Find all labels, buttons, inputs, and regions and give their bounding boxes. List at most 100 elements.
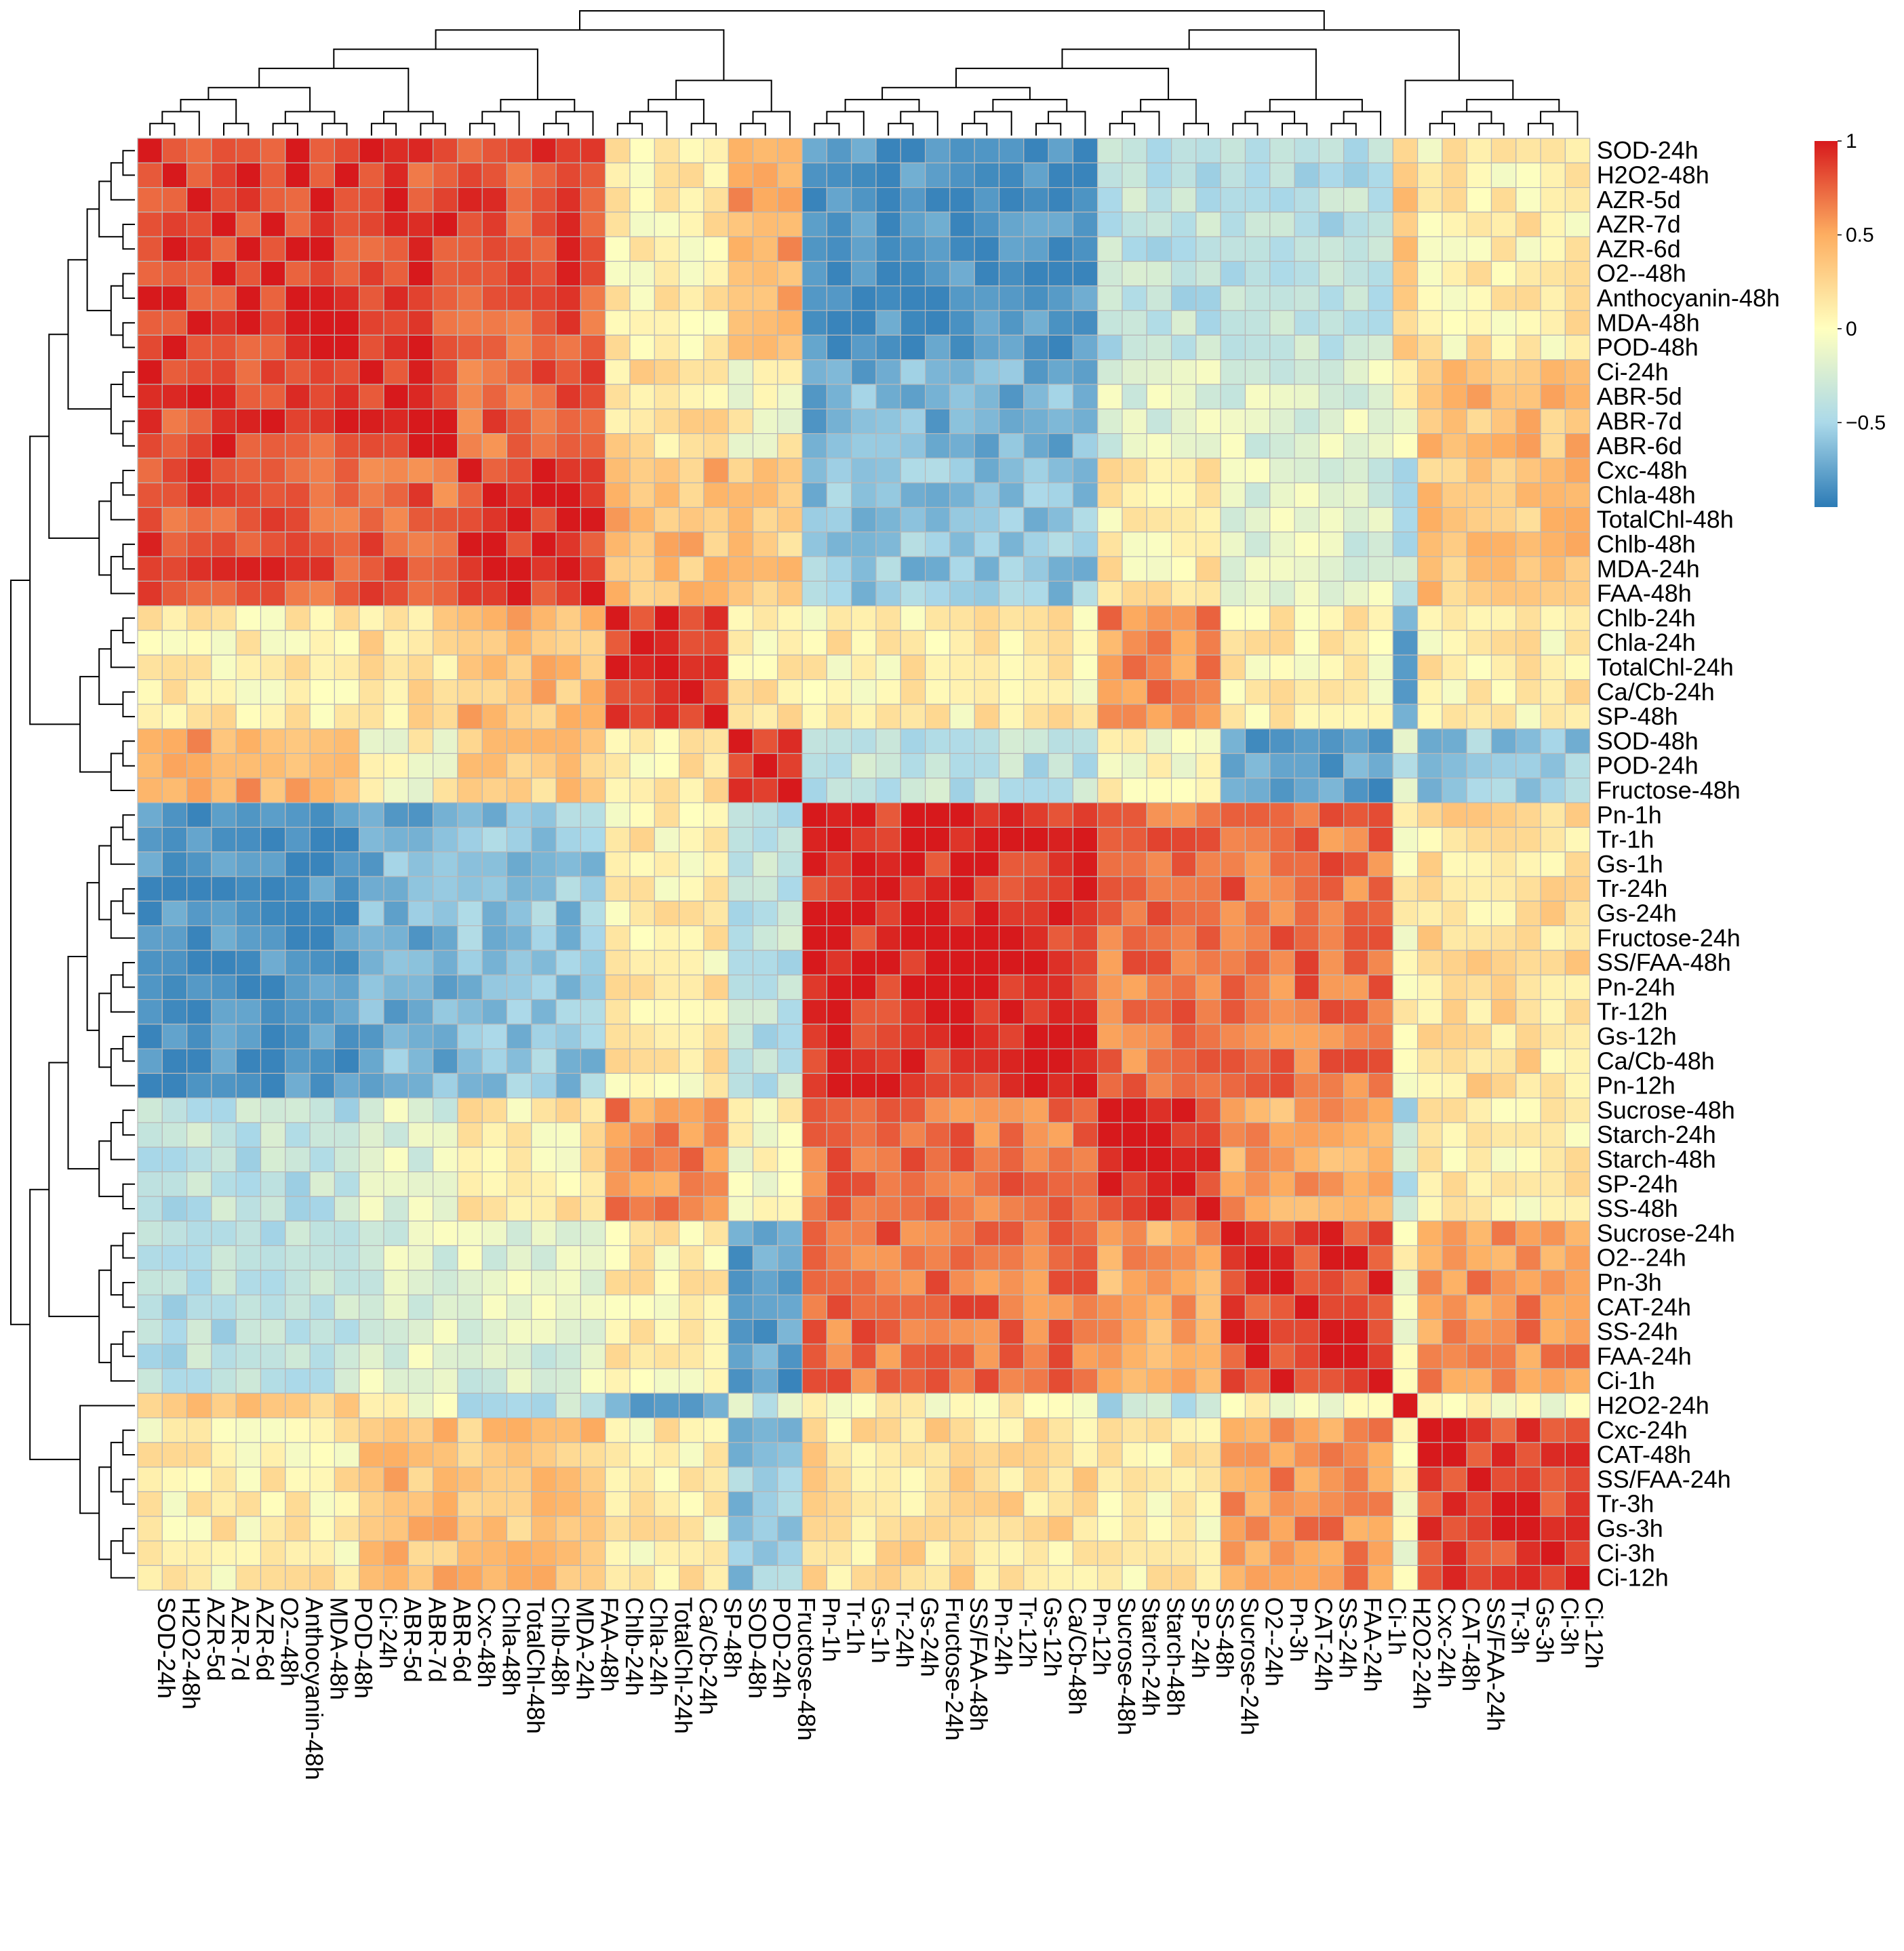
heatmap-cell [654, 260, 680, 287]
heatmap-cell [752, 802, 778, 828]
heatmap-cell [777, 1048, 803, 1074]
heatmap-cell [383, 187, 409, 213]
heatmap-cell [531, 482, 557, 508]
heatmap-cell [1343, 1048, 1369, 1074]
heatmap-cell [408, 1417, 434, 1443]
heatmap-cell [359, 876, 384, 902]
heatmap-cell [1097, 1417, 1123, 1443]
heatmap-cell [949, 359, 975, 385]
heatmap-cell [580, 826, 606, 853]
heatmap-cell [703, 138, 729, 163]
row-label: Ci-3h [1597, 1539, 1655, 1567]
heatmap-cell [875, 802, 901, 828]
heatmap-cell [235, 260, 262, 287]
heatmap-cell [260, 1196, 286, 1222]
heatmap-cell [1072, 679, 1098, 705]
heatmap-cell [1515, 531, 1541, 557]
heatmap-cell [432, 556, 458, 582]
heatmap-cell [186, 630, 212, 656]
heatmap-cell [285, 187, 311, 213]
column-label: Pn-3h [1285, 1597, 1313, 1662]
column-label: Chlb-48h [547, 1597, 574, 1696]
heatmap-cell [383, 1368, 409, 1394]
heatmap-cell [235, 1392, 262, 1419]
heatmap-cell [629, 1294, 655, 1320]
heatmap-cell [1417, 1392, 1443, 1419]
heatmap-cell [408, 630, 434, 656]
heatmap-cell [949, 1319, 975, 1345]
heatmap-cell [1170, 900, 1197, 927]
heatmap-cell [1540, 974, 1566, 1001]
heatmap-cell [629, 1122, 655, 1148]
heatmap-cell [777, 1368, 803, 1394]
heatmap-cell [1269, 334, 1295, 361]
heatmap-cell [1515, 950, 1541, 976]
heatmap-cell [260, 384, 286, 409]
heatmap-cell [900, 1466, 926, 1493]
heatmap-cell [678, 1344, 705, 1369]
heatmap-cell [1269, 950, 1295, 976]
row-label: AZR-6d [1597, 235, 1681, 262]
heatmap-cell [1442, 531, 1467, 557]
heatmap-cell [875, 458, 901, 483]
heatmap-cell [137, 1171, 163, 1197]
heatmap-cell [1466, 876, 1492, 902]
heatmap-cell [506, 925, 532, 951]
heatmap-cell [1023, 334, 1049, 361]
heatmap-cell [137, 531, 163, 557]
row-label: SS/FAA-24h [1597, 1465, 1731, 1493]
heatmap-cell [1540, 679, 1566, 705]
heatmap-cell [1343, 630, 1369, 656]
heatmap-cell [432, 974, 458, 1001]
heatmap-cell [1564, 408, 1591, 435]
heatmap-cell [1343, 900, 1369, 927]
heatmap-cell [875, 482, 901, 508]
heatmap-cell [359, 851, 384, 877]
heatmap-cell [703, 482, 729, 508]
heatmap-cell [334, 187, 360, 213]
heatmap-cell [1564, 1196, 1591, 1222]
heatmap-cell [506, 704, 532, 729]
heatmap-cell [728, 802, 754, 828]
heatmap-cell [1269, 433, 1295, 459]
heatmap-cell [137, 1220, 163, 1247]
heatmap-cell [654, 359, 680, 385]
heatmap-cell [1269, 1565, 1295, 1591]
heatmap-cell [900, 408, 926, 435]
heatmap-cell [1540, 1516, 1566, 1542]
heatmap-cell [506, 679, 532, 705]
heatmap-cell [137, 433, 163, 459]
heatmap-cell [1170, 1270, 1197, 1295]
heatmap-cell [801, 630, 827, 656]
heatmap-cell [1343, 851, 1369, 877]
heatmap-cell [1540, 1392, 1566, 1419]
heatmap-cell [826, 531, 852, 557]
heatmap-cell [1392, 285, 1419, 311]
heatmap-cell [974, 1098, 1000, 1123]
heatmap-cell [924, 851, 951, 877]
heatmap-cell [949, 1196, 975, 1222]
heatmap-cell [1490, 1171, 1517, 1197]
heatmap-cell [309, 1122, 336, 1148]
heatmap-cell [678, 506, 705, 533]
heatmap-cell [432, 1491, 458, 1517]
heatmap-cell [1343, 1171, 1369, 1197]
row-dendrogram [10, 150, 135, 1579]
heatmap-cell [408, 384, 434, 409]
heatmap-cell [605, 1122, 631, 1148]
heatmap-cell [137, 876, 163, 902]
heatmap-cell [1368, 1319, 1393, 1345]
heatmap-cell [629, 925, 655, 951]
heatmap-cell [703, 334, 729, 361]
heatmap-cell [1318, 1565, 1345, 1591]
heatmap-cell [235, 630, 262, 656]
heatmap-cell [1442, 876, 1467, 902]
heatmap-cell [334, 1146, 360, 1173]
heatmap-cell [481, 310, 508, 336]
heatmap-cell [309, 679, 336, 705]
heatmap-cell [1515, 654, 1541, 681]
heatmap-cell [703, 433, 729, 459]
heatmap-cell [678, 950, 705, 976]
heatmap-cell [1244, 728, 1271, 755]
row-labels: SOD-24hH2O2-48hAZR-5dAZR-7dAZR-6dO2--48h… [1597, 136, 1780, 1591]
